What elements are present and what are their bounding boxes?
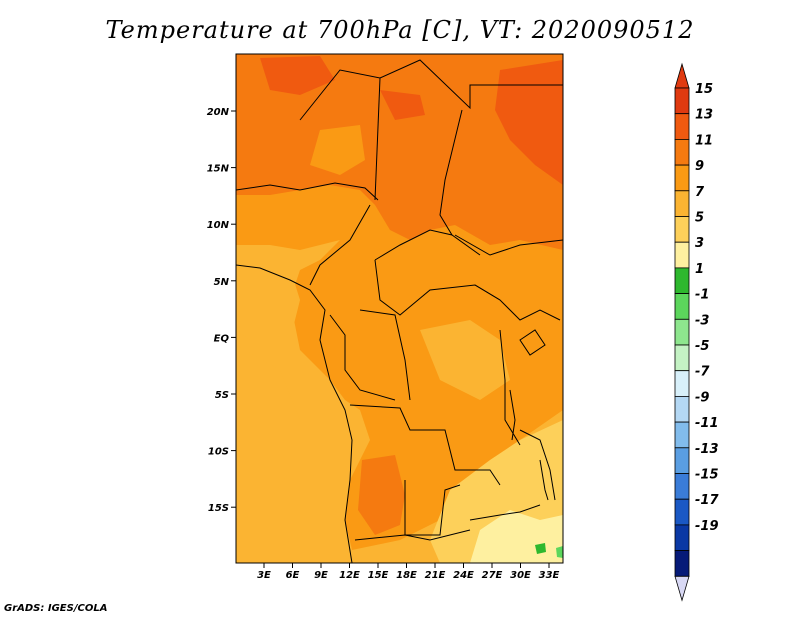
field-13-15-b — [495, 60, 563, 185]
colorbar-swatch — [674, 550, 690, 577]
colorbar-swatch — [674, 241, 690, 269]
colorbar-label: 1 — [695, 262, 704, 277]
border-sudan-ssudan — [454, 234, 563, 256]
coastline-west — [236, 264, 353, 563]
colorbar-swatch — [674, 138, 690, 166]
border-gabon-congo — [329, 314, 396, 401]
border-nigeria-cameroon — [309, 204, 371, 286]
lake-tanganyika — [509, 389, 516, 441]
border-chad-sudan — [439, 109, 463, 236]
colorbar-label: -11 — [695, 416, 719, 431]
colorbar-label: -17 — [695, 493, 719, 508]
colorbar-swatch — [674, 344, 690, 372]
lat-tick-label: 15N — [207, 164, 230, 175]
field-7-9-patch — [236, 268, 300, 360]
border-namibia — [354, 529, 471, 541]
colorbar-label: -19 — [695, 519, 719, 534]
colorbar-label: -1 — [695, 288, 709, 303]
lon-tick-label: 18E — [396, 570, 417, 581]
field-9-11-north — [310, 125, 365, 175]
country-borders — [236, 59, 563, 563]
colorbar-under-triangle — [674, 575, 690, 602]
temperature-field — [236, 54, 563, 563]
border-zambia-zim — [469, 504, 541, 521]
border-niger-nigeria — [236, 182, 379, 201]
lon-tick-label: 15E — [368, 570, 389, 581]
latitude-axis: 20N 15N 10N 5N EQ 5S 10S 15S — [207, 107, 236, 514]
colorbar-label: 3 — [695, 236, 704, 251]
border-congo-drc — [359, 309, 411, 401]
field-11-13 — [236, 54, 563, 250]
field-7-9-patch-2 — [420, 320, 510, 400]
lon-tick-label: 30E — [510, 570, 531, 581]
longitude-axis: 3E 6E 9E 12E 15E 18E 21E 24E 27E 30E 33E — [257, 563, 560, 581]
lon-tick-label: 3E — [257, 570, 271, 581]
lake-victoria — [519, 329, 546, 356]
border-drc-angola — [349, 404, 501, 486]
colorbar-swatch — [674, 473, 690, 500]
lon-tick-label: 33E — [539, 570, 560, 581]
grads-credit: GrADS: IGES/COLA — [4, 603, 108, 614]
lat-tick-label: 10S — [208, 447, 229, 458]
colorbar-label: 13 — [695, 108, 713, 123]
colorbar-label: 11 — [695, 133, 713, 148]
lat-tick-label: 10N — [207, 220, 230, 231]
border-libya-chad — [374, 77, 381, 201]
map-frame — [235, 53, 564, 564]
field-11-13-sw — [358, 455, 405, 535]
field-1-3-b — [556, 546, 563, 558]
colorbar-swatch — [674, 293, 690, 320]
border-ssudan-drc — [474, 284, 561, 321]
colorbar-swatch — [674, 370, 690, 397]
border-drc-east — [499, 329, 521, 446]
lon-tick-label: 12E — [339, 570, 360, 581]
field-13-15-c — [380, 90, 425, 120]
colorbar-swatch — [674, 447, 690, 474]
colorbar-swatch — [674, 164, 690, 192]
colorbar: 15 13 11 9 7 5 3 1 -1 -3 -5 -7 -9 -11 -13 -15 -17 -19 — [674, 62, 719, 602]
colorbar-swatch — [674, 498, 690, 526]
border-angola-zambia — [404, 480, 461, 536]
colorbar-label: 9 — [695, 159, 704, 174]
colorbar-label: 7 — [695, 185, 705, 200]
colorbar-swatch — [674, 87, 690, 115]
lon-tick-label: 24E — [453, 570, 474, 581]
colorbar-label: -5 — [695, 339, 709, 354]
lon-tick-label: 21E — [425, 570, 446, 581]
border-north — [299, 59, 563, 121]
colorbar-swatch — [674, 421, 690, 449]
colorbar-label: -15 — [695, 468, 719, 483]
colorbar-swatch — [674, 524, 690, 552]
lat-tick-label: EQ — [214, 333, 230, 344]
field-13-15-a — [260, 56, 335, 95]
lat-tick-label: 15S — [208, 503, 229, 514]
lake-malawi — [539, 459, 549, 501]
lat-tick-label: 5N — [214, 277, 230, 288]
colorbar-swatch — [674, 216, 690, 243]
colorbar-label: 5 — [695, 211, 704, 226]
colorbar-swatch — [674, 113, 690, 140]
colorbar-swatch — [674, 267, 690, 294]
lat-tick-label: 20N — [207, 107, 230, 118]
colorbar-label: -13 — [695, 442, 719, 457]
colorbar-swatch — [674, 395, 690, 423]
field-1-3-a — [535, 543, 546, 554]
colorbar-over-triangle — [674, 62, 690, 89]
field-7-9-sw — [236, 345, 300, 520]
colorbar-label: 15 — [695, 82, 713, 97]
border-tanzania — [519, 429, 556, 501]
colorbar-swatch — [674, 318, 690, 346]
colorbar-label: -3 — [695, 313, 709, 328]
lon-tick-label: 9E — [314, 570, 328, 581]
lon-tick-label: 27E — [482, 570, 503, 581]
colorbar-swatch — [674, 190, 690, 217]
border-chad-car — [374, 229, 481, 261]
lat-tick-label: 5S — [215, 390, 229, 401]
colorbar-label: -7 — [695, 365, 710, 380]
lon-tick-label: 6E — [286, 570, 300, 581]
chart-title: Temperature at 700hPa [C], VT: 202009051… — [105, 16, 695, 44]
colorbar-label: -9 — [695, 390, 709, 405]
